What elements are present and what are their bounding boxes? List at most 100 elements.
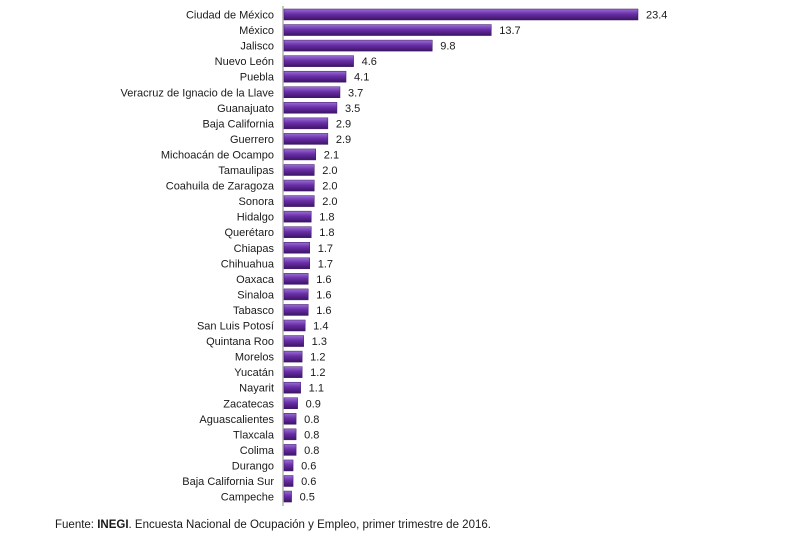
category-label: Nayarit [239, 383, 274, 395]
source-org: INEGI [97, 519, 129, 531]
category-label: San Luis Potosí [197, 321, 274, 333]
category-label: Nuevo León [215, 56, 274, 68]
value-label: 1.6 [316, 305, 331, 317]
bar [283, 102, 338, 114]
bar [283, 366, 303, 378]
bar [283, 304, 309, 316]
value-label: 9.8 [440, 41, 455, 53]
bar [283, 210, 312, 223]
value-label: 1.7 [318, 243, 333, 255]
category-label: Quintana Roo [206, 336, 274, 348]
value-label: 0.8 [304, 429, 319, 441]
value-label: 2.9 [336, 134, 351, 146]
bar [283, 288, 309, 301]
category-label: Aguascalientes [199, 414, 274, 426]
bar [283, 39, 433, 52]
value-label: 3.5 [345, 103, 360, 115]
bar [283, 319, 306, 332]
value-label: 0.8 [304, 414, 319, 426]
value-label: 4.1 [354, 72, 369, 84]
value-label: 1.1 [309, 383, 324, 395]
bar [283, 490, 292, 503]
value-label: 0.8 [304, 445, 319, 457]
category-label: Chihuahua [221, 258, 275, 270]
category-label: Morelos [235, 352, 275, 364]
value-label: 2.0 [322, 196, 337, 208]
bar [283, 381, 301, 394]
bar [283, 413, 297, 425]
bar [283, 257, 310, 270]
bar [283, 428, 297, 441]
value-label: 1.7 [318, 258, 333, 270]
value-label: 2.0 [322, 181, 337, 193]
category-label: Chiapas [234, 243, 275, 255]
category-label: Puebla [240, 72, 275, 84]
value-label: 0.6 [301, 460, 316, 472]
bar [283, 335, 304, 347]
category-label: Durango [232, 460, 274, 472]
value-label: 23.4 [646, 10, 667, 22]
value-label: 1.6 [316, 274, 331, 286]
category-label: Sonora [239, 196, 275, 208]
category-label: Campeche [221, 492, 274, 504]
category-label: Oaxaca [236, 274, 275, 286]
bar [283, 350, 303, 363]
source-text: . Encuesta Nacional de Ocupación y Emple… [128, 519, 491, 531]
category-label: Tlaxcala [233, 429, 275, 441]
bar [283, 459, 294, 472]
source-prefix: Fuente: [55, 519, 98, 531]
value-label: 4.6 [362, 56, 377, 68]
category-label: Querétaro [224, 227, 274, 239]
bar [283, 226, 312, 238]
value-label: 2.0 [322, 165, 337, 177]
value-label: 13.7 [499, 25, 520, 37]
category-label: Guerrero [230, 134, 274, 146]
value-label: 0.5 [300, 492, 315, 504]
value-label: 1.8 [319, 212, 334, 224]
category-label: Ciudad de México [186, 10, 274, 22]
category-label: México [239, 25, 274, 37]
value-label: 1.8 [319, 227, 334, 239]
category-label: Baja California Sur [182, 476, 274, 488]
value-label: 3.7 [348, 87, 363, 99]
bar [283, 242, 310, 254]
category-label: Hidalgo [237, 212, 274, 224]
bar [283, 117, 329, 130]
category-label: Coahuila de Zaragoza [166, 181, 275, 193]
bar [283, 148, 317, 161]
category-label: Jalisco [240, 41, 274, 53]
category-label: Michoacán de Ocampo [161, 149, 274, 161]
category-label: Zacatecas [223, 398, 274, 410]
category-label: Baja California [202, 118, 274, 130]
bar [283, 55, 354, 67]
bar [283, 133, 329, 145]
bar [283, 475, 294, 487]
bar [283, 397, 298, 409]
category-label: Sinaloa [237, 289, 275, 301]
category-label: Colima [240, 445, 275, 457]
category-label: Tabasco [233, 305, 274, 317]
bar [283, 195, 315, 207]
bar [283, 70, 347, 83]
category-label: Veracruz de Ignacio de la Llave [121, 87, 275, 99]
bar [283, 164, 315, 176]
value-label: 0.9 [306, 398, 321, 410]
category-label: Guanajuato [217, 103, 274, 115]
bar [283, 86, 341, 98]
value-label: 1.3 [312, 336, 327, 348]
value-label: 2.9 [336, 118, 351, 130]
value-label: 2.1 [324, 149, 339, 161]
value-label: 1.2 [310, 352, 325, 364]
bar [283, 179, 315, 192]
bar [283, 273, 309, 285]
bar [283, 24, 492, 36]
value-label: 1.6 [316, 289, 331, 301]
bar [283, 444, 297, 456]
value-label: 0.6 [301, 476, 316, 488]
category-label: Yucatán [234, 367, 274, 379]
category-label: Tamaulipas [218, 165, 274, 177]
bar [283, 8, 639, 21]
source-note: Fuente: INEGI. Encuesta Nacional de Ocup… [55, 519, 491, 531]
value-label: 1.2 [310, 367, 325, 379]
